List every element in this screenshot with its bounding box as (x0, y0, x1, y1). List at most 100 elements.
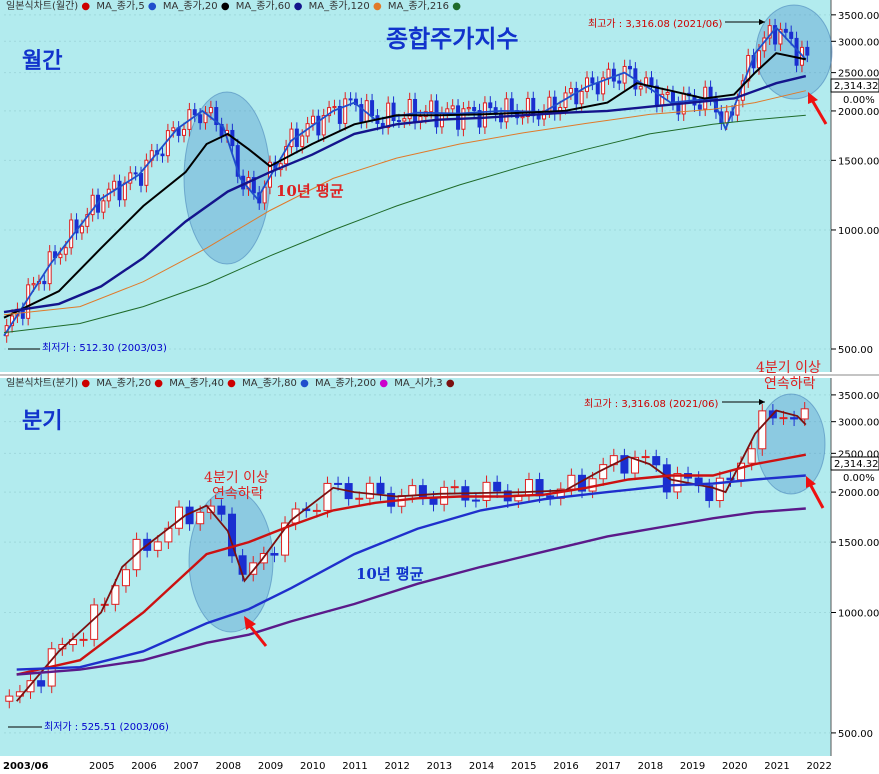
ytick-label: 3500.00 (838, 11, 879, 22)
candle-body (165, 130, 170, 157)
xtick-label: 2015 (511, 761, 536, 772)
candle-body (536, 115, 541, 120)
candle-body (153, 541, 162, 551)
candle-body (128, 172, 133, 184)
candle-body (627, 65, 632, 70)
quarterly-legend-2: MA_종가,40 (169, 377, 224, 389)
candle-body (208, 107, 213, 114)
xtick-label: 2012 (384, 761, 409, 772)
series-line-MA----20 (3, 52, 807, 319)
candle-body (386, 102, 391, 129)
quarterly-max-label: 최고가 : 3,316.08 (2021/06) (584, 398, 718, 410)
xtick-label: 2018 (638, 761, 663, 772)
candle-body (214, 107, 219, 126)
candle-body (251, 177, 256, 194)
candle-body (63, 247, 68, 255)
candle-body (794, 37, 799, 66)
monthly-arrow (808, 92, 828, 125)
candle-body (440, 486, 449, 505)
monthly-legend-0: 일본식차트(월간) (6, 0, 78, 12)
ytick-label: 2500.00 (838, 69, 879, 80)
monthly-axis-bg (831, 0, 879, 372)
candle-body (376, 482, 385, 494)
candle-body (756, 50, 761, 69)
ytick-label: 3000.00 (838, 37, 879, 48)
ytick-label: 2000.00 (838, 107, 879, 118)
candle-body (206, 505, 215, 513)
quarterly-legend-4: MA_종가,200 (315, 377, 376, 389)
candle-body (585, 77, 590, 92)
candle-body (783, 28, 788, 33)
quarterly-period-label: 분기 (22, 408, 62, 434)
candle-body (402, 118, 407, 122)
candle-body (85, 214, 90, 227)
candle-body (198, 114, 203, 124)
monthly-legend-5: MA_종가,216 (388, 0, 449, 12)
candle-body (281, 522, 290, 556)
candle-body (365, 482, 374, 499)
monthly-current-value: 2,314.32 (834, 81, 879, 92)
candle-body (249, 562, 258, 575)
ytick-label: 1000.00 (838, 609, 879, 620)
candle-body (641, 456, 650, 459)
candle-body (579, 90, 584, 105)
candle-body (590, 77, 595, 84)
candle-body (631, 456, 640, 474)
candle-body (316, 115, 321, 136)
candle-body (413, 98, 418, 123)
candle-body (117, 180, 122, 201)
series-line-MA----120 (3, 90, 806, 316)
quarterly-current-value: 2,314.32 (834, 459, 879, 470)
candle-body (270, 553, 279, 556)
series-line-MA----60 (3, 74, 807, 314)
candle-body (520, 115, 525, 119)
candle-body (300, 135, 305, 147)
candle-body (348, 98, 353, 101)
candle-body (332, 105, 337, 109)
candle-body (767, 25, 772, 39)
ytick-label: 2500.00 (838, 449, 879, 460)
candle-body (101, 200, 106, 213)
candle-body (396, 120, 401, 123)
quarterly-current-box (830, 456, 879, 471)
candle-body (617, 80, 622, 84)
ytick-label: 3500.00 (838, 391, 879, 402)
candle-body (800, 408, 809, 420)
candle-body (192, 109, 197, 116)
xtick-label: 2003/06 (3, 761, 48, 772)
monthly-annotation: 10년 평균 (276, 182, 344, 200)
series-line-MA----216 (3, 114, 806, 334)
ytick-label: 500.00 (838, 729, 873, 740)
candle-body (196, 511, 205, 525)
quarterly-max-arrowhead (759, 399, 765, 405)
candle-body (418, 485, 427, 499)
quarterly-legend-0: 일본식차트(분기) (6, 377, 78, 389)
candle-body (471, 499, 480, 502)
monthly-change: 0.00% (843, 95, 875, 106)
candle-body (622, 65, 627, 84)
series-line-MA----20 (16, 453, 807, 676)
quarterly-arrow-left (244, 616, 268, 647)
candle-body (79, 638, 88, 641)
candle-body (312, 509, 321, 512)
monthly-legend-4: MA_종가,120 (309, 0, 370, 12)
candle-body (805, 46, 810, 56)
xtick-label: 2020 (722, 761, 747, 772)
highlight-ellipse-2008-quarterly (188, 489, 274, 633)
monthly-period-label: 월간 (22, 48, 62, 74)
quarterly-min-label: 최저가 : 525.51 (2003/06) (44, 721, 169, 733)
monthly-legend-2: MA_종가,20 (163, 0, 218, 12)
quarterly-legend-5: MA_시가,3 (394, 377, 442, 389)
candle-body (58, 253, 63, 259)
candle-body (450, 486, 459, 489)
candle-body (697, 104, 702, 110)
candle-body (778, 28, 783, 45)
highlight-ellipse-2022-monthly (755, 4, 833, 100)
xtick-label: 2019 (680, 761, 705, 772)
xtick-label: 2016 (553, 761, 578, 772)
candle-body (493, 481, 502, 492)
candle-body (466, 106, 471, 110)
candle-body (144, 159, 149, 186)
candle-body (595, 82, 600, 95)
candle-body (171, 127, 176, 132)
